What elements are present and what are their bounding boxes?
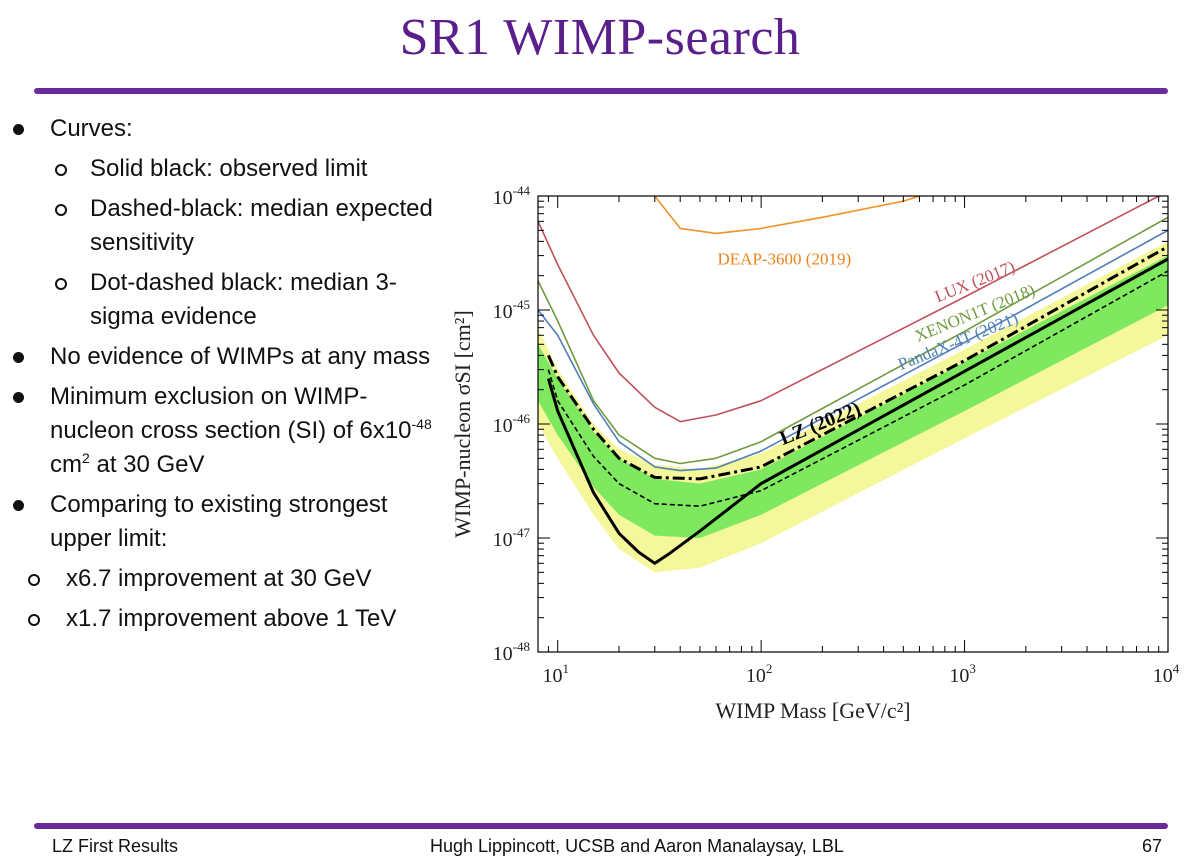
sub-bullet-evidence: Dot-dashed black: median 3-sigma evidenc… bbox=[0, 266, 440, 334]
y-tick-label: 10-47 bbox=[493, 525, 531, 551]
title-divider bbox=[34, 87, 1168, 95]
xenon1t-curve bbox=[538, 216, 1168, 465]
min-exclusion-unit-exponent: 2 bbox=[82, 450, 90, 466]
y-axis-title: WIMP-nucleon σSI [cm²] bbox=[450, 310, 475, 537]
bullet-no-evidence: No evidence of WIMPs at any mass bbox=[0, 340, 440, 374]
lz-limit-curve bbox=[546, 257, 1168, 565]
slide-title: SR1 WIMP-search bbox=[399, 9, 801, 66]
bullet-curves: Curves: bbox=[0, 112, 440, 146]
bullet-comparing: Comparing to existing strongest upper li… bbox=[0, 488, 440, 556]
footer-center: Hugh Lippincott, UCSB and Aaron Manalays… bbox=[430, 836, 844, 856]
min-exclusion-exponent: -48 bbox=[411, 416, 432, 432]
y-tick-label: 10-45 bbox=[493, 297, 530, 323]
plot-area bbox=[538, 196, 1168, 573]
min-exclusion-prefix: Minimum exclusion on WIMP-nucleon cross … bbox=[50, 383, 412, 444]
sub-bullet-improvement-30gev: x6.7 improvement at 30 GeV bbox=[0, 562, 440, 596]
median-sensitivity-curve bbox=[547, 270, 1168, 507]
min-exclusion-suffix: at 30 GeV bbox=[89, 451, 205, 478]
y-tick-label: 10-46 bbox=[493, 411, 531, 437]
axis-ticks bbox=[537, 196, 1168, 653]
bullet-list: Curves: Solid black: observed limit Dash… bbox=[0, 112, 440, 642]
pandax-4t-curve bbox=[538, 229, 1168, 472]
median-3sigma-curve bbox=[547, 245, 1168, 481]
sub-bullet-expected: Dashed-black: median expected sensitivit… bbox=[0, 192, 440, 260]
x-tick-label: 103 bbox=[949, 661, 976, 687]
page-number: 67 bbox=[1142, 836, 1163, 856]
deap-3600-curve bbox=[654, 196, 920, 235]
wimp-exclusion-chart: 101 102 103 104 10-48 10-47 10-46 10-45 10-44 WIM… bbox=[440, 180, 1200, 740]
deap-3600-label: DEAP-3600 (2019) bbox=[718, 250, 852, 269]
footer-divider bbox=[34, 822, 1168, 830]
x-tick-label: 101 bbox=[542, 661, 569, 687]
sub-bullet-observed: Solid black: observed limit bbox=[0, 152, 440, 186]
bullet-min-exclusion: Minimum exclusion on WIMP-nucleon cross … bbox=[0, 380, 440, 482]
chart-canvas: 101 102 103 104 10-48 10-47 10-46 10-45 10-44 WIM… bbox=[450, 183, 1180, 723]
footer-left: LZ First Results bbox=[52, 836, 179, 856]
y-tick-label: 10-44 bbox=[493, 183, 531, 209]
min-exclusion-unit: cm bbox=[50, 451, 82, 478]
lux-curve bbox=[538, 196, 1161, 423]
x-tick-label: 104 bbox=[1153, 661, 1180, 687]
x-tick-label: 102 bbox=[746, 661, 773, 687]
sub-bullet-improvement-1tev: x1.7 improvement above 1 TeV bbox=[0, 602, 440, 636]
x-axis-title: WIMP Mass [GeV/c²] bbox=[715, 698, 910, 723]
y-tick-label: 10-48 bbox=[493, 639, 530, 665]
